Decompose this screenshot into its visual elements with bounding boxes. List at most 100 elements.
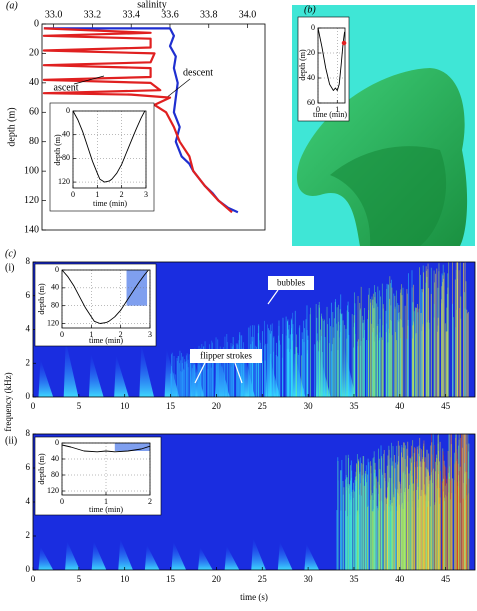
y-tick-label: 60 [29,107,39,118]
annotation-arrow [165,78,191,99]
x-tick-label: 15 [166,574,176,584]
series-label: ascent [54,82,79,93]
annotation-arrow [234,362,243,384]
series-line [42,27,233,214]
x-axis-label: time (min) [93,199,127,208]
x-tick-label: 10 [120,401,130,411]
spectrogram-texture [118,538,133,570]
x-tick-label: 1 [335,105,339,114]
y-tick-label: 80 [29,136,39,147]
y-tick-label: 0 [55,438,59,447]
y-tick-label: 120 [58,177,70,186]
spectrogram-texture [91,541,107,570]
y-tick-label: 8 [26,428,31,438]
y-tick-label: 80 [51,301,59,310]
x-tick-label: 5 [77,401,82,411]
x-tick-label: 20 [212,574,222,584]
y-tick-label: 40 [51,283,59,292]
x-tick-label: 40 [395,574,405,584]
x-tick-label: 33.6 [161,9,179,20]
y-tick-label: 4 [26,496,31,506]
series-line [317,27,346,91]
series-label: descent [183,67,213,78]
series-line [61,269,149,324]
y-tick-label: 0 [34,18,39,29]
annotation: flipper strokes [200,351,252,361]
y-tick-label: 40 [62,130,70,139]
x-tick-label: 1 [95,190,99,199]
annotation-box [268,276,314,290]
spectrogram-texture [65,541,80,570]
y-tick-label: 100 [24,165,39,176]
panel-label: (a) [6,0,18,11]
x-tick-label: 33.0 [45,9,63,20]
x-tick-label: 33.4 [122,9,140,20]
x-tick-label: 0 [60,497,64,506]
inset-background [49,102,155,212]
x-tick-label: 33.2 [84,9,102,20]
x-tick-label: 30 [304,401,314,411]
series-line [72,110,146,183]
plot-frame [41,23,266,231]
x-tick-label: 45 [441,574,451,584]
y-axis-label: depth (m) [6,107,17,146]
x-tick-label: 10 [120,574,130,584]
panel-sublabel: (ii) [5,435,17,446]
y-tick-label: 2 [26,357,31,367]
spectrogram-texture [304,543,320,570]
y-tick-label: 80 [51,470,59,479]
x-axis-label: time (min) [89,336,123,345]
plot-frame [61,442,151,496]
annotation-arrow [267,289,279,305]
x-tick-label: 1 [104,497,108,506]
spectrogram-texture [224,545,240,570]
plot-frame [32,261,476,398]
y-tick-label: 140 [24,224,39,235]
x-tick-label: 25 [258,401,268,411]
y-tick-label: 20 [29,48,39,59]
series-line [61,444,151,453]
y-tick-label: 0 [66,106,70,115]
x-tick-label: 1 [89,330,93,339]
x-tick-label: 33.8 [200,9,218,20]
panel-sublabel: (i) [5,262,14,273]
x-tick-label: 45 [441,401,451,411]
y-tick-label: 120 [47,486,59,495]
panel-label: (c) [5,248,17,259]
y-tick-label: 0 [55,265,59,274]
x-tick-label: 3 [144,190,148,199]
y-tick-label: 6 [26,290,31,300]
y-tick-label: 120 [24,195,39,206]
y-tick-label: 0 [311,23,315,32]
plot-frame [32,433,476,571]
spectrogram-texture [114,354,129,397]
annotation: bubbles [277,278,305,288]
spectrogram-texture [88,353,104,397]
x-tick-label: 0 [60,330,64,339]
marker [341,40,347,46]
y-tick-label: 40 [51,454,59,463]
x-axis-label: time (min) [313,110,347,119]
spectrogram-texture [38,546,54,570]
y-axis-label: depth (m) [298,49,307,81]
x-tick-label: 20 [212,401,222,411]
y-tick-label: 120 [47,318,59,327]
plot-frame [72,110,147,189]
y-tick-label: 60 [307,98,315,107]
x-axis-label: time (min) [89,505,123,514]
y-tick-label: 20 [307,48,315,57]
y-tick-label: 2 [26,530,31,540]
panel-label: (b) [304,4,316,15]
x-tick-label: 0 [71,190,75,199]
x-tick-label: 2 [120,190,124,199]
annotation-arrow [73,75,105,85]
plot-frame [317,27,346,104]
y-tick-label: 40 [307,73,315,82]
y-tick-label: 8 [26,256,31,266]
x-tick-label: 5 [77,574,82,584]
y-tick-label: 4 [26,324,31,334]
x-tick-label: 40 [395,401,405,411]
x-axis-label: salinity [137,0,166,10]
x-tick-label: 2 [148,497,152,506]
